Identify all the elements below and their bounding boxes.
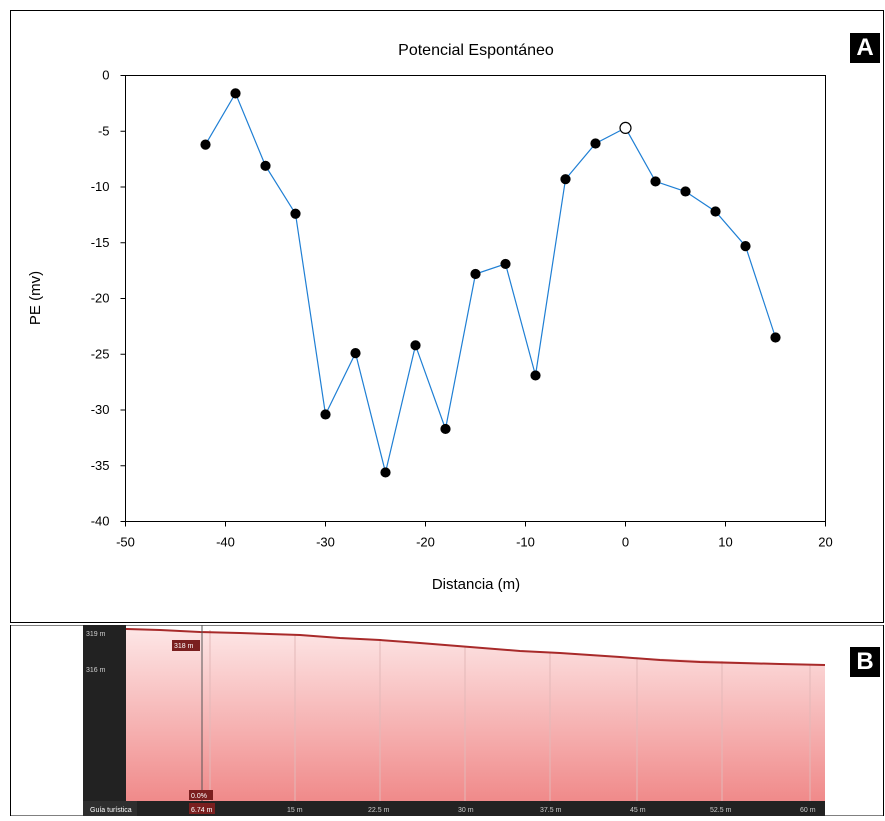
distance-tick-label: 60 m [800,807,816,814]
x-tick-label: -10 [516,535,535,550]
profile-gridlines [209,630,811,801]
y-tick-label: 0 [102,68,109,83]
data-point [500,258,511,270]
distance-tick-label: 30 m [458,807,474,814]
data-point [440,423,451,435]
elevation-fill [126,629,825,801]
data-point [320,409,331,420]
spontaneous-potential-chart: Potencial Espontáneo 0-5-10-15-20-25-30-… [10,10,884,623]
data-point [350,348,361,359]
cursor-elevation-label: 318 m [174,643,194,650]
data-point [710,206,721,217]
distance-tick-label: 52.5 m [710,807,732,814]
cursor-pct-label: 0.0% [191,793,207,800]
y-tick-label: -15 [91,235,110,250]
data-point-hollow [619,121,632,135]
data-point [770,332,781,343]
y-axis-label: PE (mv) [27,271,44,325]
data-point [590,138,601,149]
y-tick-label: -40 [91,514,110,529]
guide-label-box[interactable] [83,801,137,816]
data-point [380,467,391,478]
data-point [530,370,541,381]
data-point [470,268,481,280]
y-tick-label: -35 [91,458,110,473]
guide-label[interactable]: Guía turística [90,807,132,814]
y-tick-label: -20 [91,291,110,306]
series-line [204,91,777,473]
distance-tick-label: 15 m [287,807,303,814]
data-point [740,240,751,252]
profile-sidebar [83,625,126,816]
panel-b: 318 m 319 m 316 m 0.0% Guía turística 6.… [0,624,885,817]
data-point [230,88,241,99]
elevation-profile: 318 m 319 m 316 m 0.0% Guía turística 6.… [10,624,884,817]
data-point [290,208,301,219]
x-tick-label: -40 [216,535,235,550]
x-tick-label: -20 [416,535,435,550]
x-tick-label: -30 [316,535,335,550]
x-tick-label: -50 [116,535,135,550]
elevation-label-316: 316 m [86,667,106,674]
data-point [680,186,691,197]
data-points [200,88,781,478]
chart-title: Potencial Espontáneo [398,42,554,59]
cursor-dist-label: 6.74 m [191,807,213,814]
x-axis-label: Distancia (m) [432,576,520,593]
cursor-dist-badge [189,803,215,814]
profile-bottom-bar [83,801,825,816]
y-tick-label: -25 [91,346,110,361]
y-axis-ticks: 0 -5 -10 -15 -20 -25 -30 -35 -40 [91,68,126,529]
distance-tick-label: 45 m [630,807,646,814]
cursor-elevation-badge [172,640,200,651]
elevation-label-319: 319 m [86,631,106,638]
data-point [560,174,571,185]
panel-a-border [10,10,884,623]
panel-a-badge: A [850,33,880,63]
x-tick-label: 20 [818,535,832,550]
data-point [260,160,271,171]
distance-tick-label: 37.5 m [540,807,562,814]
x-axis-ticks: -50 -40 -30 -20 -10 0 10 20 [116,521,833,550]
y-tick-label: -30 [91,402,110,417]
x-tick-label: 10 [718,535,732,550]
y-tick-label: -10 [91,179,110,194]
y-tick-label: -5 [98,123,110,138]
data-point [650,176,661,187]
panel-b-badge: B [850,647,880,677]
data-point [200,139,211,150]
elevation-line [125,628,826,666]
panel-a: Potencial Espontáneo 0 -5 -10 -15 -20 -25 -30-… [10,10,884,623]
x-tick-label: 0 [622,535,629,550]
data-point [410,340,421,351]
distance-tick-label: 22.5 m [368,807,390,814]
cursor-pct-badge [189,790,213,800]
